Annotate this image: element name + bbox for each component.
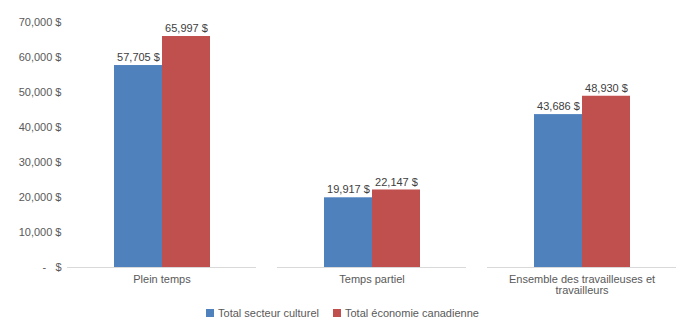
svg-text:20,000 $: 20,000 $ (19, 191, 62, 203)
svg-text:43,686 $: 43,686 $ (537, 100, 580, 112)
svg-text:48,930 $: 48,930 $ (585, 82, 628, 94)
svg-text:Plein temps: Plein temps (133, 273, 191, 285)
svg-text:10,000 $: 10,000 $ (19, 226, 62, 238)
svg-text:22,147 $: 22,147 $ (375, 176, 418, 188)
html-text:Total secteur culturel: Total secteur culturel (218, 307, 319, 319)
svg-text:57,705 $: 57,705 $ (117, 51, 160, 63)
svg-text:50,000 $: 50,000 $ (19, 86, 62, 98)
html-text:Total économie canadienne: Total économie canadienne (345, 307, 479, 319)
svg-text:70,000 $: 70,000 $ (19, 16, 62, 28)
svg-text:40,000 $: 40,000 $ (19, 121, 62, 133)
svg-text:60,000 $: 60,000 $ (19, 51, 62, 63)
svg-text:65,997 $: 65,997 $ (165, 22, 208, 34)
svg-text:30,000 $: 30,000 $ (19, 156, 62, 168)
svg-text:Temps partiel: Temps partiel (339, 273, 404, 285)
svg-text:19,917 $: 19,917 $ (327, 183, 370, 195)
svg-text:Ensemble des travailleuses ett: Ensemble des travailleuses ettravailleur… (509, 273, 655, 296)
svg-text:- $: - $ (43, 261, 62, 273)
